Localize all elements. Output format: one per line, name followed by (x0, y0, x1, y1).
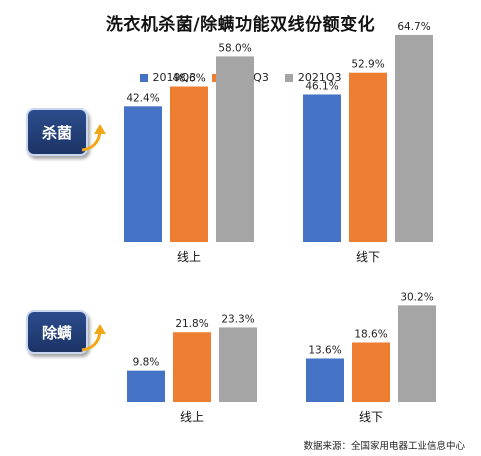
curved-arrow-icon (81, 324, 106, 352)
legend-label-2019q3: 2019Q3 (152, 71, 197, 84)
bar-0-1-1 (349, 72, 387, 242)
category-label-0-1: 线下 (356, 250, 380, 264)
bar-1-0-0 (127, 370, 165, 402)
bar-0-1-2 (395, 34, 433, 243)
data-label-1-1-0: 13.6% (308, 344, 341, 356)
data-label-0-0-0: 42.4% (126, 92, 159, 104)
legend-label-2021q3: 2021Q3 (297, 71, 342, 84)
data-source-note: 数据来源：全国家用电器工业信息中心 (303, 441, 465, 452)
sterilization-badge-label: 杀菌 (41, 123, 72, 142)
bar-1-0-1 (173, 332, 211, 402)
data-label-1-0-0: 9.8% (133, 357, 160, 369)
legend-item-2021q3: 2021Q3 (284, 71, 342, 84)
bar-0-1-0 (303, 94, 341, 242)
bar-1-1-1 (352, 342, 390, 402)
category-label-1-0: 线上 (180, 410, 204, 424)
bar-1-1-2 (398, 305, 436, 402)
mite-removal-badge: 除螨 (26, 310, 88, 354)
data-label-1-1-2: 30.2% (400, 291, 433, 303)
data-label-1-0-2: 23.3% (221, 313, 254, 325)
mite-removal-badge-label: 除螨 (41, 323, 72, 342)
bar-1-0-2 (219, 327, 257, 402)
legend-swatch-2021q3 (284, 73, 293, 82)
category-label-0-0: 线上 (177, 250, 201, 264)
data-label-0-1-2: 64.7% (397, 21, 430, 33)
bar-1-1-0 (306, 358, 344, 402)
data-label-1-0-1: 21.8% (175, 318, 208, 330)
category-label-1-1: 线下 (359, 410, 383, 424)
data-label-0-0-2: 58.0% (218, 42, 251, 54)
data-label-0-1-0: 46.1% (305, 80, 338, 92)
curved-arrow-icon (81, 124, 106, 152)
bar-0-0-2 (216, 56, 254, 243)
sterilization-badge: 杀菌 (26, 108, 88, 156)
page-title: 洗衣机杀菌/除螨功能双线份额变化 (105, 15, 376, 35)
data-label-0-1-1: 52.9% (351, 59, 384, 71)
data-label-1-1-1: 18.6% (354, 328, 387, 340)
data-label-0-0-1: 48.6% (172, 72, 205, 84)
legend-item-2019q3: 2019Q3 (139, 71, 197, 84)
bar-0-0-1 (170, 86, 208, 242)
legend-swatch-2019q3 (139, 73, 148, 82)
bar-0-0-0 (124, 106, 162, 242)
